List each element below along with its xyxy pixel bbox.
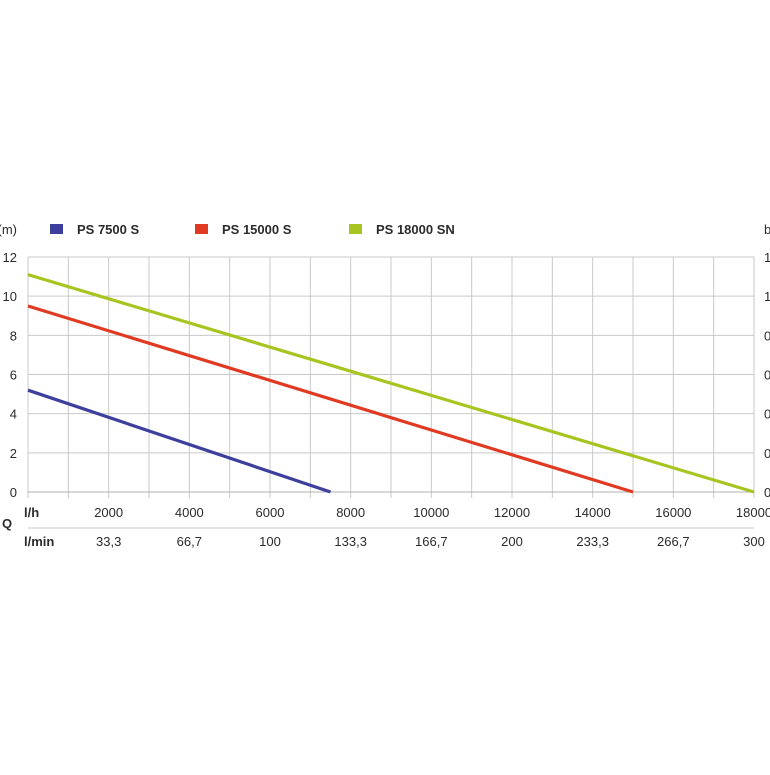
series-line-ps-15000-s [27,304,634,494]
legend: PS 7500 S PS 15000 S PS 18000 SN [50,222,455,237]
x-tick-label-primary: 12000 [494,505,530,520]
y-axis-label-right: bar [764,222,770,237]
x-tick-label-primary: 8000 [336,505,365,520]
y-tick-label-left: 10 [3,289,17,304]
x-unit-secondary: l/min [24,534,54,549]
legend-label: PS 7500 S [77,222,139,237]
axis-labels: 0 2 4 6 8 10 12 0 0,2 0,4 0,6 0,8 1 1,2 H (m) bar l/h l/m… [0,222,770,549]
x-tick-label-secondary: 133,3 [334,534,367,549]
grid [27,256,755,498]
y-tick-label-left: 2 [10,446,17,461]
x-tick-label-secondary: 66,7 [177,534,202,549]
x-tick-label-secondary: 33,3 [96,534,121,549]
x-tick-label-secondary: 266,7 [657,534,690,549]
x-tick-label-primary: 14000 [575,505,611,520]
x-tick-label-primary: 16000 [655,505,691,520]
y-tick-label-right: 1 [764,289,770,304]
series-lines [27,273,755,494]
x-tick-label-primary: 18000 [736,505,770,520]
x-tick-label-secondary: 233,3 [576,534,609,549]
y-tick-label-left: 6 [10,368,17,383]
y-tick-label-right: 0,8 [764,328,770,343]
y-tick-label-left: 4 [10,407,17,422]
x-tick-label-primary: 10000 [413,505,449,520]
x-tick-label-primary: 6000 [256,505,285,520]
y-tick-label-left: 8 [10,328,17,343]
x-tick-label-secondary: 300 [743,534,765,549]
x-tick-label-primary: 4000 [175,505,204,520]
legend-swatch [349,224,362,234]
y-tick-label-left: 12 [3,250,17,265]
x-tick-label-primary: 2000 [94,505,123,520]
x-tick-label-secondary: 100 [259,534,281,549]
y-tick-label-right: 0,4 [764,407,770,422]
y-tick-label-right: 0,2 [764,446,770,461]
series-line-ps-18000-sn [27,273,755,494]
legend-swatch [50,224,63,234]
x-tick-label-secondary: 200 [501,534,523,549]
y-tick-label-right: 0,6 [764,368,770,383]
series-line-ps-7500-s [27,388,332,494]
x-tick-label-secondary: 166,7 [415,534,448,549]
y-tick-label-left: 0 [10,485,17,500]
legend-swatch [195,224,208,234]
y-axis-label-left: H (m) [0,222,17,237]
y-tick-label-right: 0 [764,485,770,500]
x-axis-symbol: Q [2,516,12,531]
y-tick-label-right: 1,2 [764,250,770,265]
x-unit-primary: l/h [24,505,39,520]
legend-label: PS 18000 SN [376,222,455,237]
legend-label: PS 15000 S [222,222,292,237]
